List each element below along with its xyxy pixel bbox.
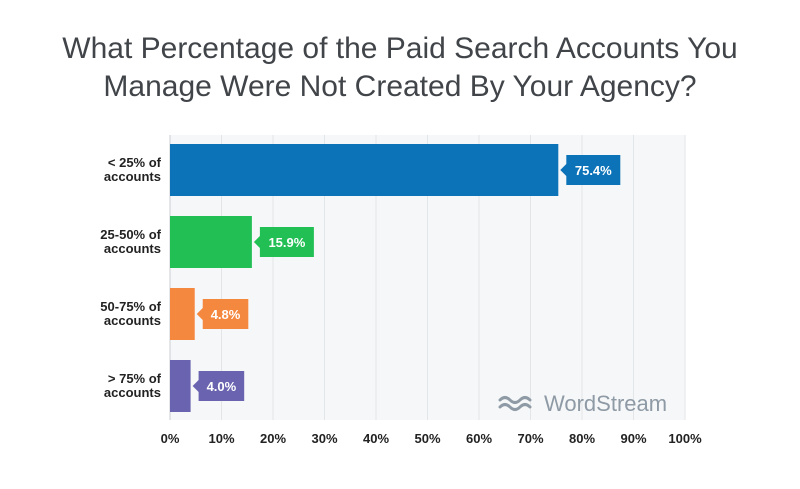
category-label: < 25% of accounts (104, 155, 162, 184)
chart-title-line-1: What Percentage of the Paid Search Accou… (62, 32, 738, 65)
data-label-callout (560, 155, 621, 185)
x-tick-label: 70% (517, 431, 543, 446)
category-label: 25-50% of accounts (100, 227, 161, 256)
x-tick-label: 90% (620, 431, 646, 446)
bar (170, 144, 559, 196)
wave-icon (498, 396, 532, 411)
x-axis-ticks: 0% 10% 20% 30% 40% 50% 60% 70% 80% 90% 100% (161, 431, 702, 446)
data-label-callout (253, 227, 314, 257)
x-tick-label: 40% (363, 431, 389, 446)
data-label: 15.9% (268, 235, 305, 250)
bars: 75.4% 15.9% 4.8% 4.0% (170, 144, 621, 412)
chart-title-line-2: Manage Were Not Created By Your Agency? (103, 70, 697, 103)
x-tick-label: 20% (260, 431, 286, 446)
category-label: > 75% of accounts (104, 371, 162, 400)
data-label-callout (192, 371, 245, 401)
x-tick-label: 100% (668, 431, 702, 446)
wordstream-logo: WordStream (498, 391, 667, 416)
data-label: 75.4% (575, 163, 612, 178)
category-label: 50-75% of accounts (100, 299, 161, 328)
x-tick-label: 0% (161, 431, 180, 446)
x-tick-label: 50% (414, 431, 440, 446)
bar (170, 360, 191, 412)
data-label: 4.0% (207, 379, 237, 394)
data-label: 4.8% (211, 307, 241, 322)
bar (170, 288, 195, 340)
x-tick-label: 60% (466, 431, 492, 446)
chart-title: What Percentage of the Paid Search Accou… (0, 30, 800, 106)
brand-name: WordStream (544, 391, 667, 416)
data-label-callout (196, 299, 249, 329)
bar (170, 216, 252, 268)
category-labels: < 25% of accounts 25-50% of accounts 50-75% … (100, 155, 161, 400)
x-tick-label: 30% (311, 431, 337, 446)
x-tick-label: 10% (208, 431, 234, 446)
x-tick-label: 80% (569, 431, 595, 446)
